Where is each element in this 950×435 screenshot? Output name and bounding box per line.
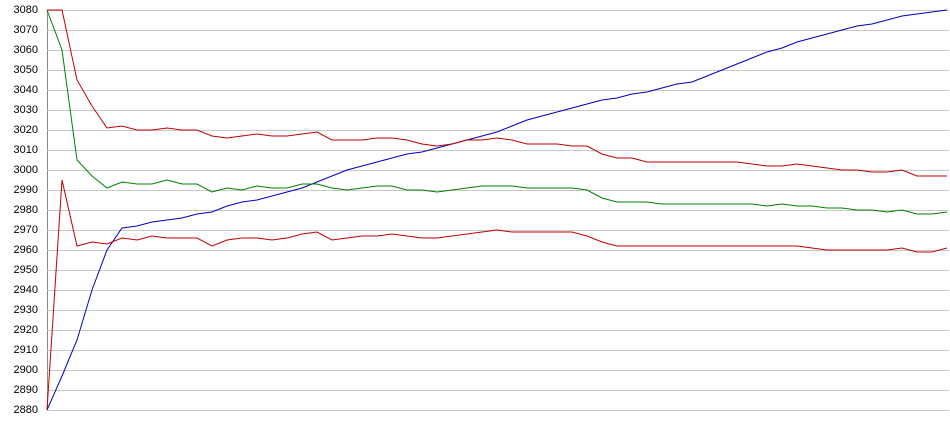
- y-tick-label: 3020: [14, 124, 38, 136]
- y-tick-label: 2920: [14, 324, 38, 336]
- y-tick-label: 2950: [14, 264, 38, 276]
- y-tick-label: 2900: [14, 364, 38, 376]
- y-tick-label: 2990: [14, 184, 38, 196]
- y-tick-label: 3080: [14, 4, 38, 16]
- y-tick-label: 3070: [14, 24, 38, 36]
- series-line: [46, 179, 948, 411]
- y-tick-label: 2940: [14, 284, 38, 296]
- y-tick-label: 2960: [14, 244, 38, 256]
- y-tick-label: 3010: [14, 144, 38, 156]
- y-tick-label: 2980: [14, 204, 38, 216]
- series-line: [46, 9, 948, 411]
- y-tick-label: 2890: [14, 384, 38, 396]
- y-tick-label: 2910: [14, 344, 38, 356]
- y-tick-label: 2880: [14, 404, 38, 416]
- y-tick-label: 3030: [14, 104, 38, 116]
- y-tick-label: 3000: [14, 164, 38, 176]
- y-tick-label: 3040: [14, 84, 38, 96]
- series-line: [46, 9, 948, 215]
- y-tick-label: 2930: [14, 304, 38, 316]
- y-tick-label: 2970: [14, 224, 38, 236]
- y-tick-label: 3050: [14, 64, 38, 76]
- y-tick-label: 3060: [14, 44, 38, 56]
- series-line: [47, 9, 947, 177]
